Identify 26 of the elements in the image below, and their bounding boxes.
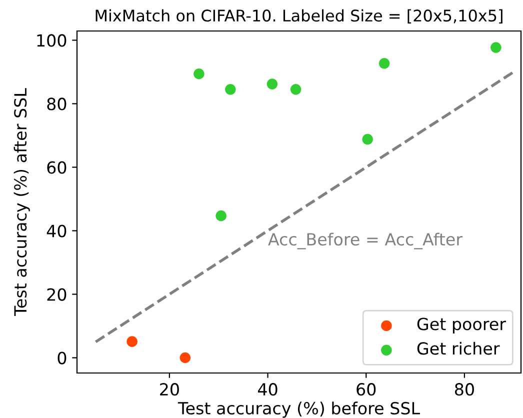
chart-title: MixMatch on CIFAR-10. Labeled Size = [20x5,10x5] xyxy=(96,9,502,24)
point xyxy=(216,210,226,222)
point xyxy=(194,68,204,80)
point xyxy=(126,336,138,347)
y-tick-label: 80 xyxy=(47,98,66,110)
point xyxy=(290,84,302,95)
x-axis-title: Test accuracy (%) before SSL xyxy=(178,402,420,418)
point xyxy=(490,42,502,53)
point xyxy=(362,134,373,145)
x-tick-label: 60 xyxy=(356,383,376,396)
point xyxy=(266,78,278,90)
y-tick-label: 40 xyxy=(46,224,66,238)
y-tick-label: 100 xyxy=(37,34,66,47)
legend-label: Get poorer xyxy=(417,318,506,334)
x-tick-label: 80 xyxy=(454,383,474,396)
annotation: Acc_Before = Acc_After xyxy=(268,232,463,250)
point xyxy=(225,84,236,95)
y-tick-label: 0 xyxy=(58,352,66,364)
x-tick-label: 20 xyxy=(160,383,179,396)
y-tick-label: 20 xyxy=(47,288,66,301)
x-tick-label: 40 xyxy=(258,383,278,396)
y-axis-title: Test accuracy (%) after SSL xyxy=(14,88,30,316)
point xyxy=(180,352,191,364)
y-tick-label: 60 xyxy=(47,161,66,174)
legend-label: Get richer xyxy=(417,342,500,355)
point xyxy=(378,58,390,69)
